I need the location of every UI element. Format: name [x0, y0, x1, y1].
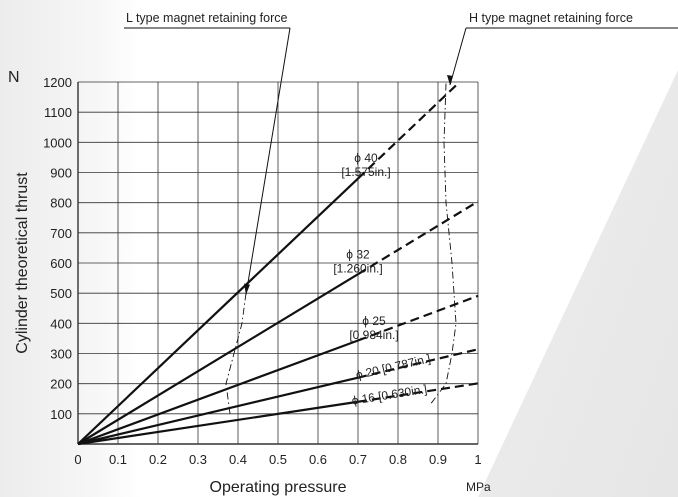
x-tick-label: 0.5	[269, 452, 287, 467]
series-line-dashed	[357, 200, 479, 276]
x-tick-labels: 0 0.1 0.2 0.3 0.4 0.5 0.6 0.7 0.8 0.9 1	[74, 452, 481, 467]
series-line-dashed	[357, 82, 459, 180]
y-tick-label: 600	[50, 256, 72, 271]
y-tick-label: 1100	[44, 105, 72, 120]
x-tick-label: 0.8	[389, 452, 407, 467]
y-tick-label: 800	[50, 196, 72, 211]
callout-l-leader	[245, 27, 291, 295]
callout-l-type: L type magnet retaining force	[126, 11, 287, 25]
series-lines: ϕ 40 [1.575in.] ϕ 32 [1.260in.] ϕ 25 [0.984in…	[77, 82, 479, 446]
series-label: ϕ 25 [0.984in.]	[349, 314, 398, 342]
series-label: ϕ 20 [0.787in.]	[354, 351, 431, 382]
retaining-force-curve	[429, 83, 457, 406]
x-tick-label: 0.9	[429, 452, 447, 467]
series-label: ϕ 16 [0.630in.]	[351, 382, 428, 408]
callout-l-arrow	[244, 283, 250, 295]
y-tick-label: 300	[50, 347, 72, 362]
x-axis-title: Operating pressure	[210, 479, 347, 496]
y-tick-label: 200	[50, 377, 72, 392]
series-line-dashed	[357, 294, 479, 342]
callout-h-arrow	[447, 75, 453, 86]
series-line-dashed	[357, 382, 479, 403]
x-tick-label: 0.1	[109, 452, 127, 467]
y-tick-label: 700	[50, 226, 72, 241]
x-tick-label: 0	[74, 452, 81, 467]
callout-h-leader	[449, 27, 467, 86]
x-tick-label: 1	[474, 452, 481, 467]
series-line-solid	[77, 339, 359, 446]
series-line-solid	[77, 177, 359, 445]
y-tick-label: 1200	[43, 75, 72, 90]
y-tick-label: 500	[50, 286, 72, 301]
series-line-solid	[77, 376, 359, 446]
x-unit-label: MPa	[466, 480, 491, 494]
y-unit-label: N	[8, 69, 20, 86]
x-tick-label: 0.2	[149, 452, 167, 467]
series-label: ϕ 32 [1.260in.]	[333, 247, 382, 275]
callout-h-type: H type magnet retaining force	[469, 11, 633, 25]
y-tick-label: 1000	[43, 135, 72, 150]
y-tick-labels: 100 200 300 400 500 600 700 800 900 1000 1100 1200	[43, 75, 72, 422]
x-tick-label: 0.3	[189, 452, 207, 467]
y-tick-label: 100	[50, 407, 72, 422]
y-axis-title: Cylinder theoretical thrust	[14, 172, 31, 354]
annotations: L type magnet retaining force H type magn…	[124, 11, 678, 414]
grid	[77, 81, 479, 445]
series-line-solid	[77, 273, 359, 445]
y-tick-label: 400	[50, 316, 72, 331]
x-tick-label: 0.4	[229, 452, 247, 467]
series-line-dashed	[357, 348, 479, 379]
x-tick-label: 0.7	[349, 452, 367, 467]
series-label: ϕ 40 [1.575in.]	[341, 151, 390, 179]
y-tick-label: 900	[50, 166, 72, 181]
x-tick-label: 0.6	[309, 452, 327, 467]
retaining-force-curve	[225, 293, 247, 414]
series-line-solid	[77, 400, 359, 446]
